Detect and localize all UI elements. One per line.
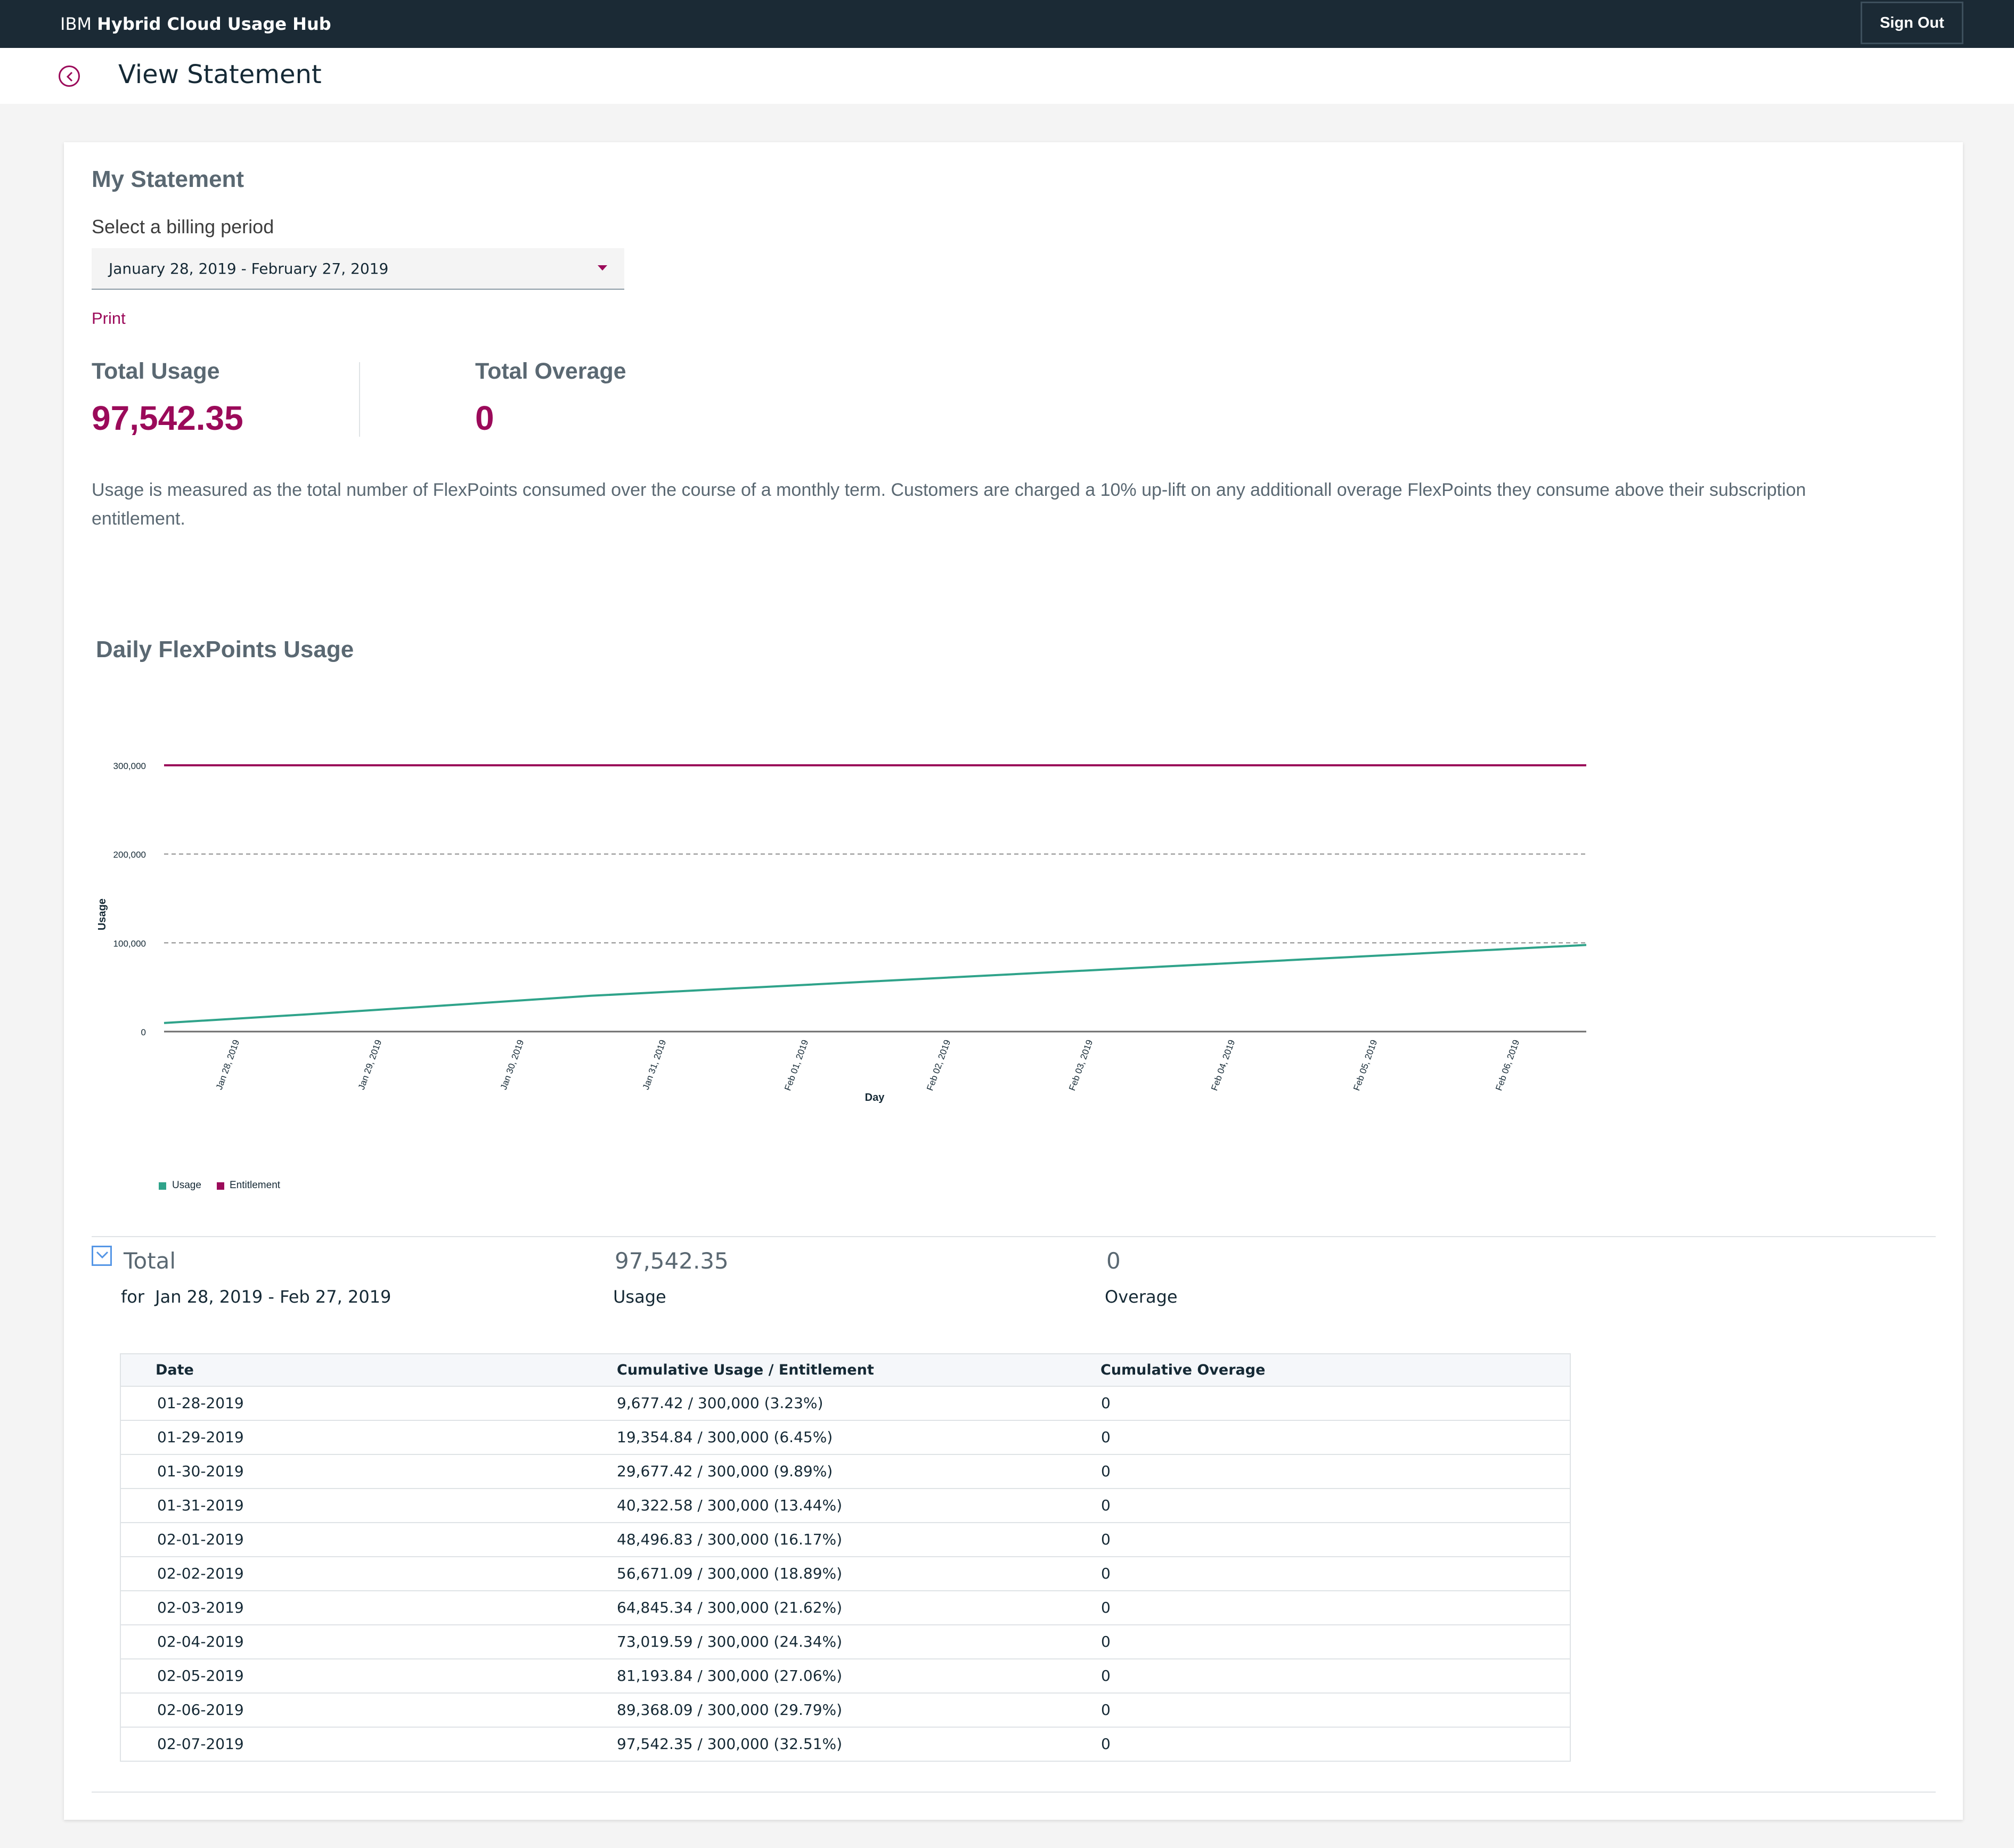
column-header-cumulative-usage[interactable]: Cumulative Usage / Entitlement <box>617 1362 874 1378</box>
legend-label-entitlement[interactable]: Entitlement <box>230 1180 281 1191</box>
stat-divider <box>359 362 360 437</box>
table-row: 02-07-2019 97,542.35 / 300,000 (32.51%) 0 <box>120 1728 1571 1762</box>
summary-period-prefix: for <box>121 1287 144 1307</box>
table-row: 02-05-2019 81,193.84 / 300,000 (27.06%) 0 <box>120 1659 1571 1694</box>
summary-overage-label: Overage <box>1105 1287 1178 1307</box>
chevron-left-icon <box>66 71 73 82</box>
usage-description: Usage is measured as the total number of… <box>92 480 1806 529</box>
cell-cumulative-overage: 0 <box>1101 1701 1111 1719</box>
cell-cumulative-usage: 19,354.84 / 300,000 (6.45%) <box>617 1428 833 1446</box>
legend-swatch-usage <box>159 1182 166 1190</box>
cell-cumulative-usage: 97,542.35 / 300,000 (32.51%) <box>617 1735 843 1753</box>
cell-date: 02-01-2019 <box>157 1531 244 1548</box>
cell-cumulative-usage: 64,845.34 / 300,000 (21.62%) <box>617 1599 843 1616</box>
summary-top-divider <box>92 1236 1936 1237</box>
cell-cumulative-usage: 9,677.42 / 300,000 (3.23%) <box>617 1394 823 1412</box>
cell-cumulative-overage: 0 <box>1101 1531 1111 1548</box>
table-row: 01-29-2019 19,354.84 / 300,000 (6.45%) 0 <box>120 1421 1571 1455</box>
cell-date: 02-02-2019 <box>157 1565 244 1582</box>
legend-swatch-entitlement <box>217 1182 224 1190</box>
expand-toggle[interactable] <box>92 1246 112 1266</box>
column-header-date[interactable]: Date <box>156 1362 194 1378</box>
cell-cumulative-usage: 81,193.84 / 300,000 (27.06%) <box>617 1667 843 1685</box>
chart-title: Daily FlexPoints Usage <box>96 636 354 663</box>
cell-cumulative-usage: 73,019.59 / 300,000 (24.34%) <box>617 1633 843 1650</box>
table-row: 01-30-2019 29,677.42 / 300,000 (9.89%) 0 <box>120 1455 1571 1489</box>
cell-cumulative-overage: 0 <box>1101 1565 1111 1582</box>
cell-cumulative-overage: 0 <box>1101 1394 1111 1412</box>
cell-cumulative-overage: 0 <box>1101 1497 1111 1514</box>
cell-cumulative-overage: 0 <box>1101 1735 1111 1753</box>
summary-bottom-divider <box>92 1792 1936 1793</box>
cell-date: 02-06-2019 <box>157 1701 244 1719</box>
total-usage-label: Total Usage <box>92 358 220 384</box>
cell-date: 02-05-2019 <box>157 1667 244 1685</box>
cell-date: 01-28-2019 <box>157 1394 244 1412</box>
table-row: 02-02-2019 56,671.09 / 300,000 (18.89%) 0 <box>120 1557 1571 1591</box>
cell-date: 02-07-2019 <box>157 1735 244 1753</box>
billing-period-value: January 28, 2019 - February 27, 2019 <box>109 260 389 277</box>
brand-name: Hybrid Cloud Usage Hub <box>97 14 331 34</box>
table-row: 02-03-2019 64,845.34 / 300,000 (21.62%) 0 <box>120 1591 1571 1625</box>
print-link[interactable]: Print <box>92 309 126 328</box>
cell-cumulative-overage: 0 <box>1101 1667 1111 1685</box>
table-row: 02-01-2019 48,496.83 / 300,000 (16.17%) 0 <box>120 1523 1571 1557</box>
cell-cumulative-usage: 48,496.83 / 300,000 (16.17%) <box>617 1531 843 1548</box>
cell-date: 01-30-2019 <box>157 1462 244 1480</box>
back-button[interactable] <box>59 66 80 87</box>
summary-usage-value: 97,542.35 <box>615 1248 729 1274</box>
cell-cumulative-overage: 0 <box>1101 1633 1111 1650</box>
summary-overage-value: 0 <box>1106 1248 1121 1274</box>
caret-down-icon <box>598 265 607 271</box>
page-title: View Statement <box>118 60 322 89</box>
billing-period-label: Select a billing period <box>92 216 274 238</box>
cell-cumulative-usage: 29,677.42 / 300,000 (9.89%) <box>617 1462 833 1480</box>
table-row: 01-28-2019 9,677.42 / 300,000 (3.23%) 0 <box>120 1387 1571 1421</box>
total-overage-label: Total Overage <box>475 358 626 384</box>
cell-cumulative-overage: 0 <box>1101 1599 1111 1616</box>
table-row: 01-31-2019 40,322.58 / 300,000 (13.44%) 0 <box>120 1489 1571 1523</box>
summary-total-label: Total <box>124 1248 176 1274</box>
total-usage-value: 97,542.35 <box>92 399 243 437</box>
cell-date: 02-03-2019 <box>157 1599 244 1616</box>
page-header <box>0 48 2014 104</box>
column-header-cumulative-overage[interactable]: Cumulative Overage <box>1100 1362 1266 1378</box>
summary-period-range: Jan 28, 2019 - Feb 27, 2019 <box>155 1287 392 1307</box>
brand-prefix: IBM <box>60 14 92 34</box>
cell-cumulative-overage: 0 <box>1101 1462 1111 1480</box>
app-brand[interactable]: IBM Hybrid Cloud Usage Hub <box>60 0 331 48</box>
top-nav-bar: IBM Hybrid Cloud Usage Hub Sign Out <box>0 0 2014 48</box>
sign-out-button[interactable]: Sign Out <box>1861 2 1963 44</box>
summary-usage-label: Usage <box>613 1287 666 1307</box>
total-overage-value: 0 <box>475 399 494 437</box>
cell-cumulative-usage: 56,671.09 / 300,000 (18.89%) <box>617 1565 843 1582</box>
cell-date: 01-29-2019 <box>157 1428 244 1446</box>
billing-period-select[interactable]: January 28, 2019 - February 27, 2019 <box>92 248 624 290</box>
table-header: Date Cumulative Usage / Entitlement Cumu… <box>120 1353 1571 1387</box>
table-row: 02-04-2019 73,019.59 / 300,000 (24.34%) 0 <box>120 1625 1571 1659</box>
summary-period: for Jan 28, 2019 - Feb 27, 2019 <box>121 1287 391 1307</box>
cell-cumulative-usage: 89,368.09 / 300,000 (29.79%) <box>617 1701 843 1719</box>
chevron-down-icon <box>96 1251 109 1259</box>
cell-date: 01-31-2019 <box>157 1497 244 1514</box>
legend-label-usage[interactable]: Usage <box>172 1180 201 1191</box>
cell-cumulative-usage: 40,322.58 / 300,000 (13.44%) <box>617 1497 843 1514</box>
cell-date: 02-04-2019 <box>157 1633 244 1650</box>
table-row: 02-06-2019 89,368.09 / 300,000 (29.79%) 0 <box>120 1694 1571 1728</box>
cell-cumulative-overage: 0 <box>1101 1428 1111 1446</box>
statement-title: My Statement <box>92 166 244 192</box>
